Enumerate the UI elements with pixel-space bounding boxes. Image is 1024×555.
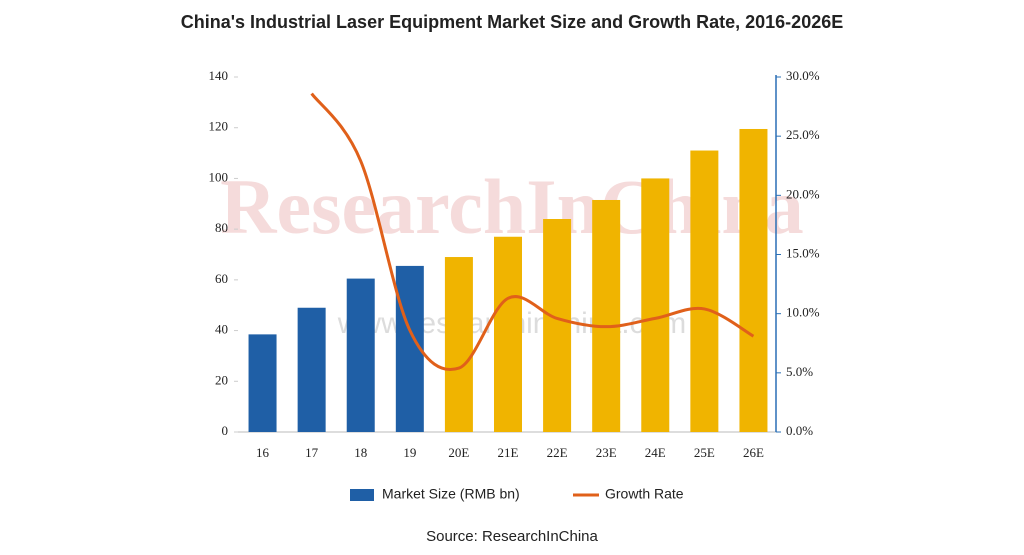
y-tick-label: 80 [215, 220, 228, 235]
y-tick-label: 100 [209, 169, 229, 184]
x-tick-label: 19 [403, 445, 416, 460]
y2-tick-label: 20.0% [786, 186, 820, 201]
y2-tick-label: 25.0% [786, 127, 820, 142]
growth-line [310, 92, 755, 371]
source: Source: ResearchInChina [426, 528, 598, 545]
bar [641, 178, 670, 432]
bar [739, 128, 768, 432]
y2-tick-label: 30.0% [786, 68, 820, 83]
x-tick-label: 22E [547, 445, 568, 460]
bar [494, 236, 522, 432]
x-tick-label: 18 [354, 445, 367, 460]
x-tick-label: 17 [305, 445, 319, 460]
y2-tick-label: 10.0% [786, 305, 820, 320]
bar [248, 334, 277, 432]
bar [346, 278, 375, 432]
y2-tick-label: 0.0% [786, 423, 813, 438]
x-tick-label: 23E [596, 445, 617, 460]
bar [543, 219, 572, 432]
y-tick-label: 60 [215, 271, 228, 286]
y2-tick-label: 15.0% [786, 245, 820, 260]
x-tick-label: 16 [256, 445, 270, 460]
bar [690, 150, 719, 433]
y-tick-label: 40 [215, 322, 228, 337]
y-tick-label: 120 [209, 119, 229, 134]
y-tick-label: 0 [222, 423, 229, 438]
bar [297, 307, 326, 432]
y2-tick-label: 5.0% [786, 364, 813, 379]
legend-label: Growth Rate [605, 486, 684, 502]
x-tick-label: 20E [448, 445, 469, 460]
legend-swatch [350, 489, 374, 501]
bar [592, 199, 621, 432]
bar [444, 257, 473, 432]
y-tick-label: 20 [215, 372, 228, 387]
x-tick-label: 21E [498, 445, 519, 460]
x-tick-label: 26E [743, 445, 764, 460]
x-tick-label: 25E [694, 445, 715, 460]
x-tick-label: 24E [645, 445, 666, 460]
chart-title: China's Industrial Laser Equipment Marke… [181, 12, 843, 32]
y-tick-label: 140 [209, 68, 229, 83]
legend-label: Market Size (RMB bn) [382, 486, 520, 502]
